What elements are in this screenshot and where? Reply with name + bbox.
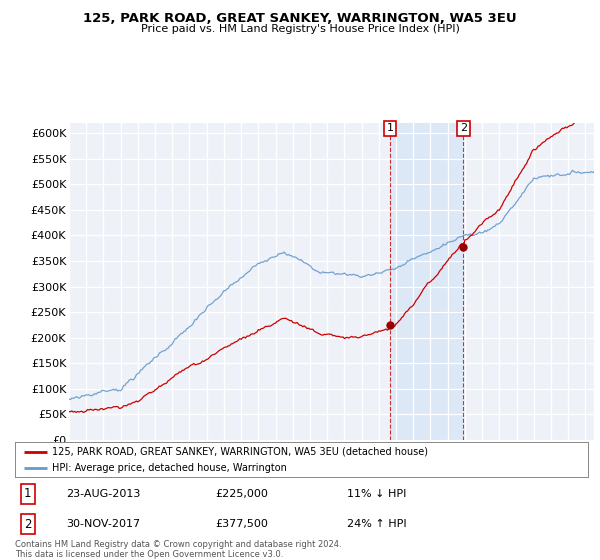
Text: 125, PARK ROAD, GREAT SANKEY, WARRINGTON, WA5 3EU (detached house): 125, PARK ROAD, GREAT SANKEY, WARRINGTON… — [52, 447, 428, 457]
Text: 30-NOV-2017: 30-NOV-2017 — [67, 519, 140, 529]
Text: 2: 2 — [460, 123, 467, 133]
Text: 1: 1 — [386, 123, 394, 133]
Text: Price paid vs. HM Land Registry's House Price Index (HPI): Price paid vs. HM Land Registry's House … — [140, 24, 460, 34]
Text: £377,500: £377,500 — [215, 519, 268, 529]
Text: Contains HM Land Registry data © Crown copyright and database right 2024.
This d: Contains HM Land Registry data © Crown c… — [15, 540, 341, 559]
Text: 11% ↓ HPI: 11% ↓ HPI — [347, 489, 407, 499]
Text: 2: 2 — [24, 517, 31, 531]
Text: HPI: Average price, detached house, Warrington: HPI: Average price, detached house, Warr… — [52, 463, 287, 473]
Text: 1: 1 — [24, 487, 31, 501]
Text: 23-AUG-2013: 23-AUG-2013 — [67, 489, 141, 499]
Text: £225,000: £225,000 — [215, 489, 268, 499]
Text: 24% ↑ HPI: 24% ↑ HPI — [347, 519, 407, 529]
Bar — [390, 123, 463, 440]
Text: 125, PARK ROAD, GREAT SANKEY, WARRINGTON, WA5 3EU: 125, PARK ROAD, GREAT SANKEY, WARRINGTON… — [83, 12, 517, 25]
